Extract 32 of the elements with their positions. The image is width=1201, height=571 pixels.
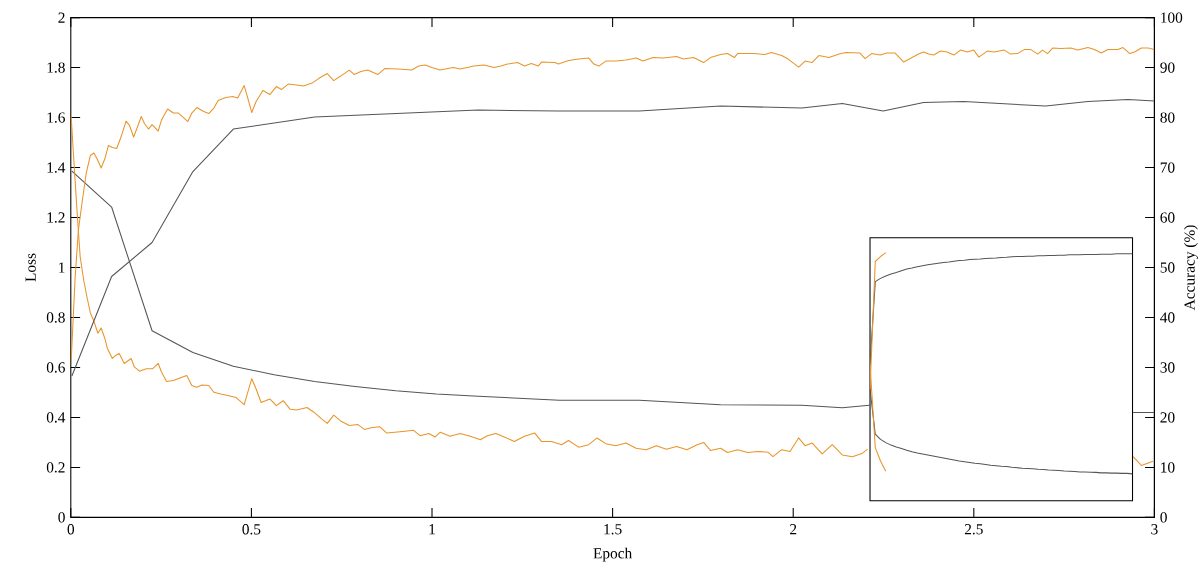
- y2-tick-label: 100: [1161, 12, 1183, 23]
- y-axis-title: Loss: [25, 253, 36, 282]
- x-tick-label: 0: [67, 524, 75, 535]
- y2-tick-label: 20: [1160, 412, 1175, 423]
- y-tick-label: 1.8: [47, 62, 65, 73]
- y-tick-label: 1.6: [47, 112, 65, 123]
- y2-tick-label: 30: [1160, 362, 1175, 373]
- x-tick-label: 1: [429, 524, 435, 535]
- y2-tick-label: 80: [1160, 112, 1175, 123]
- y-tick-label: 0: [58, 512, 65, 523]
- y-tick-label: 0.6: [46, 362, 65, 373]
- y2-tick-label: 0: [1160, 512, 1167, 523]
- x-tick-label: 1.5: [604, 524, 622, 535]
- y2-tick-label: 40: [1160, 312, 1175, 323]
- x-tick-label: 3: [1151, 524, 1158, 535]
- y2-tick-label: 10: [1161, 462, 1175, 473]
- x-tick-label: 0.5: [242, 524, 261, 535]
- y-tick-label: 0.4: [46, 412, 66, 423]
- y-tick-label: 1.4: [47, 162, 66, 173]
- y-tick-label: 2: [58, 12, 65, 23]
- x-tick-label: 2.5: [964, 524, 983, 535]
- y-tick-label: 0.2: [46, 462, 65, 473]
- y2-tick-label: 50: [1160, 262, 1175, 273]
- y2-axis-title: Accuracy (%): [1183, 225, 1198, 311]
- y-tick-label: 1.2: [47, 212, 65, 223]
- y2-tick-label: 70: [1160, 162, 1175, 173]
- y2-tick-label: 60: [1160, 212, 1175, 223]
- x-tick-label: 2: [790, 524, 797, 535]
- y-tick-label: 0.8: [46, 312, 65, 323]
- y2-tick-label: 90: [1160, 62, 1175, 73]
- x-axis-title: Epoch: [593, 547, 632, 562]
- y-tick-label: 1: [59, 262, 65, 273]
